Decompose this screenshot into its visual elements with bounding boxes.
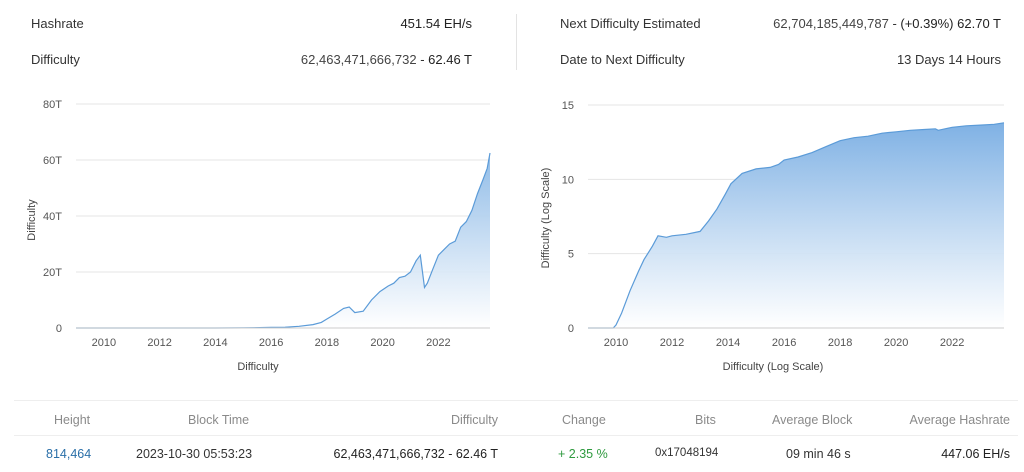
next-difficulty-value: 62,704,185,449,787 - (+0.39%) 62.70 T <box>773 16 1001 32</box>
difficulty-x-tick-label: 2022 <box>426 337 450 349</box>
difficulty-y-tick-label: 20T <box>43 267 62 279</box>
difficulty-y-tick-label: 80T <box>43 99 62 111</box>
next-difficulty-short: 62.70 T <box>957 16 1001 31</box>
difficulty-log-y-tick-label: 0 <box>568 323 574 335</box>
difficulty-log-area <box>588 122 1004 328</box>
difficulty-area <box>76 153 490 328</box>
average-hashrate-cell: 447.06 EH/s <box>941 447 1010 461</box>
difficulty-y-ticks: 0 20T 40T 60T 80T <box>43 99 62 335</box>
column-header-difficulty: Difficulty <box>450 413 498 427</box>
block-height-link[interactable]: 814,464 <box>46 447 92 461</box>
column-header-average-block: Average Block <box>772 413 853 427</box>
difficulty-y-axis-title: Difficulty <box>26 199 38 241</box>
block-time-cell: 2023-10-30 05:53:23 <box>136 447 253 461</box>
next-difficulty-full: 62,704,185,449,787 <box>773 16 889 31</box>
difficulty-chart-grid <box>76 103 490 273</box>
difficulty-log-y-tick-label: 5 <box>568 249 574 261</box>
stats-panel: Hashrate 451.54 EH/s Difficulty 62,463,4… <box>0 0 1024 80</box>
column-header-bits: Bits <box>695 413 716 427</box>
difficulty-y-tick-label: 40T <box>43 211 62 223</box>
date-next-difficulty-value: 13 Days 14 Hours <box>896 52 1001 67</box>
bits-cell: 0x17048194 <box>655 447 719 459</box>
difficulty-log-y-tick-label: 10 <box>562 174 574 186</box>
difficulty-x-tick-label: 2010 <box>92 337 116 349</box>
difficulty-log-x-tick-label: 2022 <box>940 337 964 349</box>
difficulty-x-axis-title: Difficulty <box>237 361 279 373</box>
difficulty-log-x-axis-title: Difficulty (Log Scale) <box>723 361 824 373</box>
column-header-height: Height <box>54 413 91 427</box>
difficulty-value-short: 62.46 T <box>428 52 472 67</box>
next-difficulty-separator: - <box>888 16 901 31</box>
date-next-difficulty-label: Date to Next Difficulty <box>560 52 685 67</box>
difficulty-x-tick-label: 2016 <box>259 337 283 349</box>
difficulty-y-tick-label: 0 <box>56 323 62 335</box>
average-block-cell: 09 min 46 s <box>786 447 851 461</box>
difficulty-y-tick-label: 60T <box>43 155 62 167</box>
difficulty-log-x-ticks: 2010 2012 2014 2016 2018 2020 2022 <box>604 337 965 349</box>
difficulty-log-x-tick-label: 2016 <box>772 337 796 349</box>
column-header-block-time: Block Time <box>188 413 250 427</box>
difficulty-log-y-ticks: 0 5 10 15 <box>562 100 574 335</box>
difficulty-log-x-tick-label: 2012 <box>660 337 684 349</box>
difficulty-log-y-axis-title: Difficulty (Log Scale) <box>540 168 552 269</box>
column-header-change: Change <box>562 413 606 427</box>
difficulty-value-full: 62,463,471,666,732 <box>300 52 417 67</box>
stats-divider <box>516 14 517 70</box>
difficulty-label: Difficulty <box>31 52 80 67</box>
change-cell: + 2.35 % <box>558 447 608 461</box>
difficulty-log-chart: 0 5 10 15 2010 2012 2014 2016 2018 2020 2022 Diff… <box>540 100 1005 373</box>
difficulty-x-ticks: 2010 2012 2014 2016 2018 2020 2022 <box>92 337 451 349</box>
difficulty-log-x-tick-label: 2020 <box>884 337 908 349</box>
difficulty-x-tick-label: 2020 <box>370 337 394 349</box>
difficulty-log-x-tick-label: 2014 <box>716 337 740 349</box>
hashrate-value-text: 451.54 EH/s <box>400 16 472 31</box>
difficulty-log-x-tick-label: 2018 <box>828 337 852 349</box>
next-difficulty-change: (+0.39%) <box>900 16 954 31</box>
difficulty-log-line <box>588 122 1005 329</box>
difficulty-x-tick-label: 2012 <box>147 337 171 349</box>
difficulty-x-tick-label: 2014 <box>203 337 227 349</box>
difficulty-log-y-tick-label: 15 <box>562 100 574 112</box>
difficulty-cell: 62,463,471,666,732 - 62.46 T <box>333 447 499 461</box>
column-header-average-hashrate: Average Hashrate <box>909 413 1010 427</box>
difficulty-table: Height Block Time Difficulty Change Bits… <box>14 400 1018 472</box>
next-difficulty-label: Next Difficulty Estimated <box>560 16 701 31</box>
hashrate-value: 451.54 EH/s <box>400 16 472 32</box>
difficulty-line <box>76 152 491 329</box>
header-divider <box>14 435 1018 436</box>
hashrate-label: Hashrate <box>31 16 84 31</box>
difficulty-value: 62,463,471,666,732 - 62.46 T <box>301 52 472 68</box>
difficulty-x-tick-label: 2018 <box>315 337 339 349</box>
difficulty-log-x-tick-label: 2010 <box>604 337 628 349</box>
difficulty-separator: - <box>416 52 429 67</box>
